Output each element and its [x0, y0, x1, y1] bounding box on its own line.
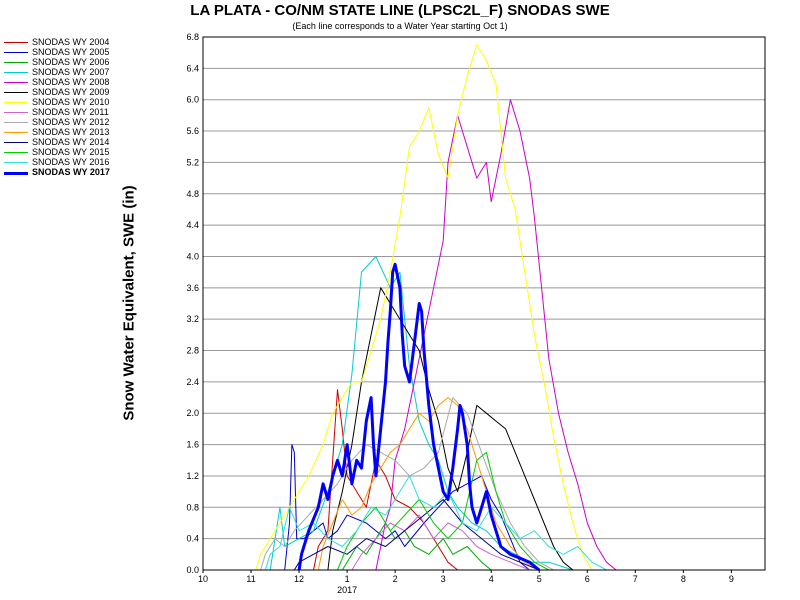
plot-border — [202, 36, 766, 571]
series-line-snodas-wy-2014 — [293, 499, 540, 571]
legend-swatch — [4, 152, 28, 153]
y-tick-label: 0.8 — [186, 502, 199, 512]
y-tick-label: 5.2 — [186, 157, 199, 167]
y-tick-label: 4.4 — [186, 220, 199, 230]
series-line-snodas-wy-2008 — [375, 99, 617, 571]
series-line-snodas-wy-2012 — [260, 397, 554, 571]
legend-label: SNODAS WY 2008 — [32, 77, 110, 87]
legend-swatch — [4, 112, 28, 113]
legend-label: SNODAS WY 2005 — [32, 47, 110, 57]
y-tick-label: 5.6 — [186, 126, 199, 136]
x-tick-label: 10 — [198, 574, 208, 584]
legend-label: SNODAS WY 2012 — [32, 117, 110, 127]
x-tick-label: 3 — [441, 574, 446, 584]
y-tick-label: 6.4 — [186, 63, 199, 73]
axes: 0.0 0.4 0.8 1.2 1.6 2.0 2.4 2.8 3.2 3.6 4.0 4.4 4.8 5… — [186, 32, 733, 595]
y-tick-label: 2.0 — [186, 408, 199, 418]
y-tick-label: 1.6 — [186, 440, 199, 450]
legend-label: SNODAS WY 2011 — [32, 107, 109, 117]
x-tick-label: 7 — [633, 574, 638, 584]
legend-label: SNODAS WY 2007 — [32, 67, 110, 77]
legend-swatch — [4, 142, 28, 143]
legend-swatch — [4, 82, 28, 83]
series-layer — [255, 44, 617, 572]
series-line-snodas-wy-2011 — [351, 514, 530, 571]
legend-swatch — [4, 122, 28, 123]
series-line-snodas-wy-2017 — [297, 262, 541, 572]
y-tick-label: 4.8 — [186, 189, 199, 199]
x-tick-label: 4 — [489, 574, 494, 584]
legend-swatch — [4, 52, 28, 53]
x-tick-label: 9 — [729, 574, 734, 584]
series-line-snodas-wy-2007 — [269, 256, 574, 571]
legend-label: SNODAS WY 2014 — [32, 137, 110, 147]
y-tick-label: 3.6 — [186, 283, 199, 293]
legend-label: SNODAS WY 2013 — [32, 127, 110, 137]
x-tick-label: 1 — [345, 574, 350, 584]
y-tick-label: 0.0 — [186, 565, 199, 575]
x-tick-label: 5 — [537, 574, 542, 584]
legend-label: SNODAS WY 2010 — [32, 97, 110, 107]
x-tick-label: 6 — [585, 574, 590, 584]
y-tick-label: 6.0 — [186, 95, 199, 105]
y-tick-label: 3.2 — [186, 314, 199, 324]
y-tick-label: 1.2 — [186, 471, 199, 481]
x-year-label: 2017 — [337, 585, 357, 595]
chart-subtitle: (Each line corresponds to a Water Year s… — [292, 21, 508, 31]
legend-label: SNODAS WY 2006 — [32, 57, 110, 67]
x-tick-label: 11 — [246, 574, 255, 584]
series-line-snodas-wy-2009 — [327, 287, 574, 571]
legend-swatch — [4, 42, 28, 43]
series-line-snodas-wy-2005 — [284, 444, 530, 571]
x-tick-label: 8 — [681, 574, 686, 584]
series-line-snodas-wy-2016 — [264, 475, 607, 571]
legend-label: SNODAS WY 2015 — [32, 147, 110, 157]
legend-swatch — [4, 172, 28, 175]
y-tick-label: 2.4 — [186, 377, 199, 387]
y-tick-label: 0.4 — [186, 534, 199, 544]
y-tick-label: 6.8 — [186, 32, 199, 42]
legend-label: SNODAS WY 2017 — [32, 167, 110, 177]
legend-label: SNODAS WY 2016 — [32, 157, 110, 167]
legend-swatch — [4, 132, 28, 133]
series-line-snodas-wy-2015 — [337, 451, 550, 571]
x-tick-label: 2 — [393, 574, 398, 584]
chart-title: LA PLATA - CO/NM STATE LINE (LPSC2L_F) S… — [190, 2, 610, 19]
plot-frame — [203, 37, 765, 570]
legend-swatch — [4, 72, 28, 73]
y-tick-label: 4.0 — [186, 251, 199, 261]
series-line-snodas-wy-2010 — [255, 44, 593, 571]
legend-swatch — [4, 162, 28, 163]
legend-swatch — [4, 102, 28, 103]
legend-label: SNODAS WY 2009 — [32, 87, 110, 97]
legend-swatch — [4, 92, 28, 93]
x-tick-label: 12 — [294, 574, 304, 584]
legend-swatch — [4, 62, 28, 63]
y-tick-label: 2.8 — [186, 346, 199, 356]
legend-label: SNODAS WY 2004 — [32, 37, 110, 47]
